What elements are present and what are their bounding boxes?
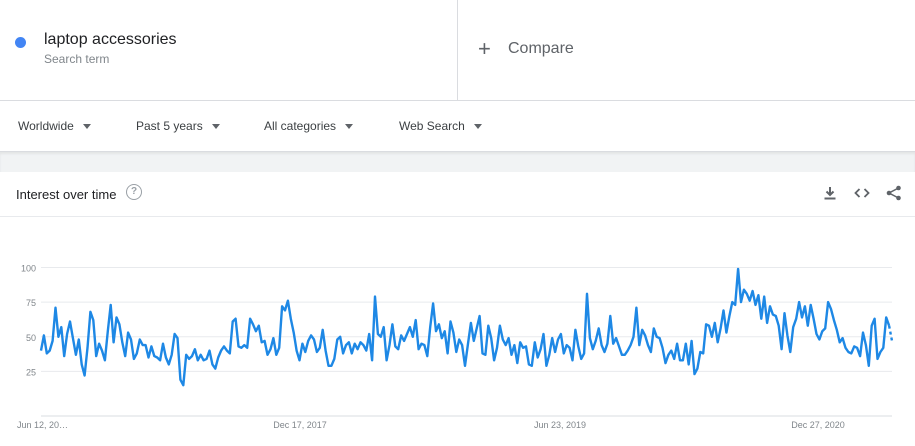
filter-category-dropdown[interactable]: All categories [264, 119, 354, 133]
filter-label: All categories [264, 119, 337, 133]
help-icon[interactable]: ? [126, 184, 142, 200]
filter-region-dropdown[interactable]: Worldwide [18, 119, 91, 133]
search-term-bar: laptop accessories Search term + Compare [0, 0, 915, 101]
search-term-title[interactable]: laptop accessories [44, 31, 177, 48]
caret-down-icon [345, 123, 354, 129]
filter-label: Web Search [399, 119, 465, 133]
section-divider [0, 152, 915, 172]
caret-down-icon [211, 123, 220, 129]
caret-down-icon [473, 123, 482, 129]
embed-icon[interactable] [853, 184, 871, 202]
filter-label: Worldwide [18, 119, 74, 133]
search-term-subtitle: Search term [44, 52, 110, 66]
plus-icon: + [478, 36, 491, 61]
compare-label: Compare [508, 40, 574, 57]
search-term-card[interactable]: laptop accessories Search term [0, 0, 458, 100]
compare-button[interactable]: + Compare [478, 38, 574, 60]
filter-label: Past 5 years [136, 119, 203, 133]
filter-time-dropdown[interactable]: Past 5 years [136, 119, 220, 133]
card-title: Interest over time [16, 187, 117, 202]
series-color-dot [15, 37, 26, 48]
filter-search-type-dropdown[interactable]: Web Search [399, 119, 482, 133]
share-icon[interactable] [885, 184, 903, 202]
filter-bar: Worldwide Past 5 years All categories We… [0, 101, 915, 152]
caret-down-icon [82, 123, 91, 129]
interest-over-time-card: Interest over time ? [0, 172, 915, 446]
card-header: Interest over time ? [0, 172, 915, 217]
download-icon[interactable] [821, 184, 839, 202]
